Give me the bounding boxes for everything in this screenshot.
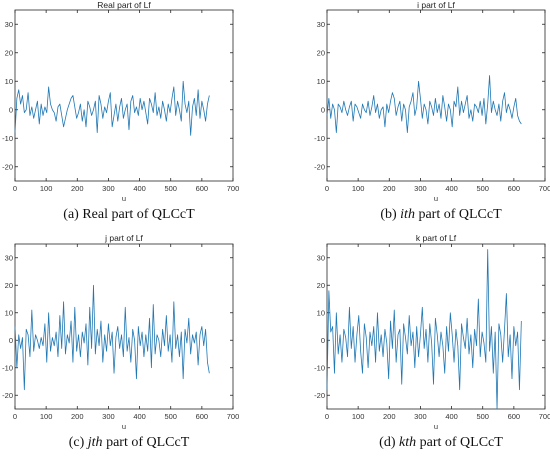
caption-text: part of QLCcT (415, 207, 502, 222)
y-tick-label: -20 (314, 391, 325, 400)
y-tick-label: 20 (5, 48, 13, 57)
caption-italic: jth (86, 435, 103, 450)
x-tick-label: 0 (325, 412, 329, 421)
y-tick-label: 10 (5, 308, 13, 317)
plot-area (14, 9, 234, 182)
chart-title: Real part of Lf (97, 0, 151, 10)
x-axis-label: u (122, 194, 126, 203)
y-tick-label: 0 (321, 336, 325, 345)
x-tick-label: 100 (40, 412, 53, 421)
y-tick-label: 30 (5, 20, 13, 29)
x-tick-label: 400 (445, 184, 458, 193)
x-tick-label: 0 (13, 412, 17, 421)
x-tick-label: 200 (383, 412, 396, 421)
y-tick-label: 0 (9, 336, 13, 345)
y-tick-label: 30 (5, 253, 13, 262)
y-tick-label: 30 (317, 253, 325, 262)
plot-area (326, 9, 546, 182)
caption-text: part of QLCcT (416, 435, 503, 450)
y-tick-label: -10 (314, 363, 325, 372)
x-tick-label: 700 (539, 412, 550, 421)
series-line-0 (326, 75, 522, 133)
x-tick-label: 0 (13, 184, 17, 193)
y-tick-label: -20 (2, 391, 13, 400)
caption-prefix: (a) (63, 207, 82, 222)
x-axis-label: u (122, 422, 126, 431)
x-tick-label: 200 (71, 412, 84, 421)
x-tick-label: 200 (71, 184, 84, 193)
caption-prefix: (c) (69, 435, 88, 450)
chart-panel-1: i part of Lf0 100 200 300 400 500 600 700-20-10… (314, 0, 550, 222)
figure-caption: (d) kth part of QLCcT (379, 435, 503, 450)
x-tick-label: 600 (508, 412, 521, 421)
x-tick-label: 700 (227, 412, 240, 421)
figure-caption: (c) jth part of QLCcT (69, 435, 190, 450)
x-tick-label: 600 (508, 184, 521, 193)
y-tick-label: -10 (2, 363, 13, 372)
figure-caption: (a) Real part of QLCcT (63, 207, 195, 222)
y-tick-label: 20 (5, 281, 13, 290)
chart-panel-3: k part of Lf0 100 200 300 400 500 600 700-20-10… (314, 233, 550, 450)
x-tick-label: 400 (133, 184, 146, 193)
caption-italic: ith (400, 207, 415, 222)
y-tick-label: -20 (314, 162, 325, 171)
y-tick-label: 10 (5, 77, 13, 86)
series-line-0 (326, 249, 522, 410)
caption-text: Real part of QLCcT (82, 207, 195, 222)
caption-italic: kth (399, 435, 416, 450)
x-tick-label: 400 (445, 412, 458, 421)
chart-panel-0: Real part of Lf0 100 200 300 400 500 600 700-20… (2, 0, 239, 222)
x-tick-label: 700 (539, 184, 550, 193)
chart-panel-2: j part of Lf0 100 200 300 400 500 600 700-20-10… (2, 233, 239, 450)
chart-title: i part of Lf (417, 0, 455, 10)
x-tick-label: 500 (164, 412, 177, 421)
x-tick-label: 100 (40, 184, 53, 193)
y-tick-label: 10 (317, 308, 325, 317)
caption-prefix: (d) (379, 435, 399, 450)
chart-title: k part of Lf (416, 233, 457, 243)
y-tick-label: 20 (317, 48, 325, 57)
series-line-0 (14, 80, 210, 136)
x-tick-label: 600 (196, 184, 209, 193)
x-tick-label: 300 (102, 412, 115, 421)
y-tick-label: 10 (317, 77, 325, 86)
figure-caption: (b) ith part of QLCcT (380, 207, 502, 222)
y-tick-label: 20 (317, 281, 325, 290)
chart-title: j part of Lf (104, 233, 143, 243)
y-tick-label: -10 (2, 134, 13, 143)
y-tick-label: 0 (9, 105, 13, 114)
x-tick-label: 200 (383, 184, 396, 193)
x-tick-label: 700 (227, 184, 240, 193)
x-tick-label: 500 (476, 184, 489, 193)
x-tick-label: 500 (164, 184, 177, 193)
x-tick-label: 0 (325, 184, 329, 193)
x-tick-label: 300 (102, 184, 115, 193)
y-tick-label: -10 (314, 134, 325, 143)
y-tick-label: 30 (317, 20, 325, 29)
caption-text: part of QLCcT (103, 435, 190, 450)
x-tick-label: 400 (133, 412, 146, 421)
caption-prefix: (b) (380, 207, 400, 222)
x-tick-label: 300 (414, 184, 427, 193)
x-tick-label: 500 (476, 412, 489, 421)
x-tick-label: 100 (352, 184, 365, 193)
x-tick-label: 100 (352, 412, 365, 421)
x-tick-label: 600 (196, 412, 209, 421)
x-tick-label: 300 (414, 412, 427, 421)
x-axis-label: u (434, 194, 438, 203)
series-line-0 (14, 284, 210, 391)
plot-area (14, 243, 234, 410)
x-axis-label: u (434, 422, 438, 431)
y-tick-label: -20 (2, 162, 13, 171)
y-tick-label: 0 (321, 105, 325, 114)
